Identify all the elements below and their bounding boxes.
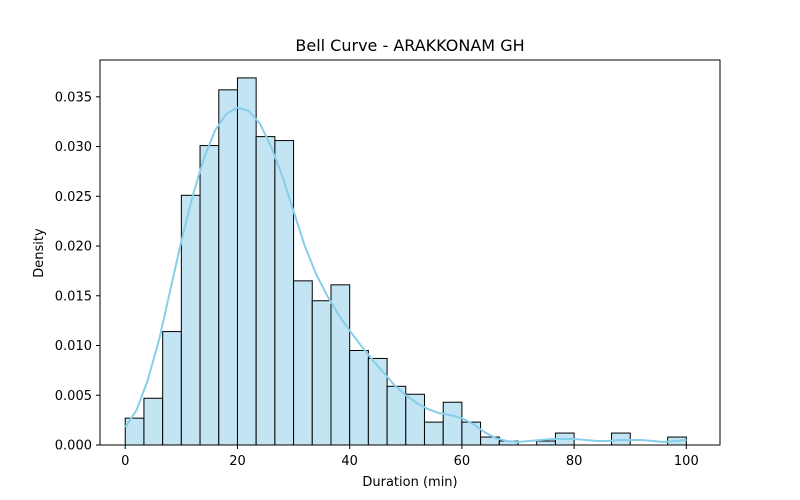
y-tick-label: 0.015 (55, 289, 92, 304)
y-tick-label: 0.005 (55, 389, 92, 404)
histogram-bar (293, 280, 313, 446)
histogram-bar (236, 77, 257, 446)
histogram-bar (349, 349, 369, 446)
x-tick-label: 20 (229, 454, 246, 469)
x-tick-label: 40 (341, 454, 358, 469)
chart-title: Bell Curve - ARAKKONAM GH (295, 36, 524, 55)
y-tick-label: 0.025 (55, 190, 92, 205)
histogram-bar (367, 357, 388, 446)
kde-density-curve (124, 106, 687, 444)
x-tick-label: 80 (566, 454, 583, 469)
histogram-bar (311, 300, 332, 446)
x-axis-ticks: 0 20 40 60 80 100 (121, 445, 699, 469)
histogram-bar (423, 421, 444, 446)
histogram-bar (442, 401, 463, 446)
y-tick-label: 0.020 (55, 240, 92, 255)
histogram-bar (386, 385, 407, 446)
y-tick-label: 0.035 (55, 90, 92, 105)
histogram-bar (461, 421, 482, 446)
plot-area-frame (99, 59, 721, 446)
x-tick-label: 0 (121, 454, 129, 469)
histogram-bar (162, 331, 182, 446)
y-axis-ticks: 0.000 0.005 0.010 0.015 0.020 0.025 0.030 0.035 (55, 90, 100, 454)
x-tick-label: 100 (674, 454, 699, 469)
histogram-bar (199, 145, 220, 446)
x-axis-label: Duration (min) (362, 475, 457, 490)
histogram-bar (143, 397, 164, 446)
histogram-bars (124, 77, 687, 446)
histogram-bar (218, 89, 238, 446)
y-tick-label: 0.000 (55, 439, 92, 454)
histogram-bar (536, 440, 556, 446)
histogram-bar (255, 136, 276, 446)
y-tick-label: 0.030 (55, 140, 92, 155)
y-tick-label: 0.010 (55, 339, 92, 354)
histogram-bar (330, 284, 351, 446)
y-axis-label: Density (32, 228, 47, 278)
x-tick-label: 60 (454, 454, 471, 469)
histogram-bar (274, 140, 295, 446)
